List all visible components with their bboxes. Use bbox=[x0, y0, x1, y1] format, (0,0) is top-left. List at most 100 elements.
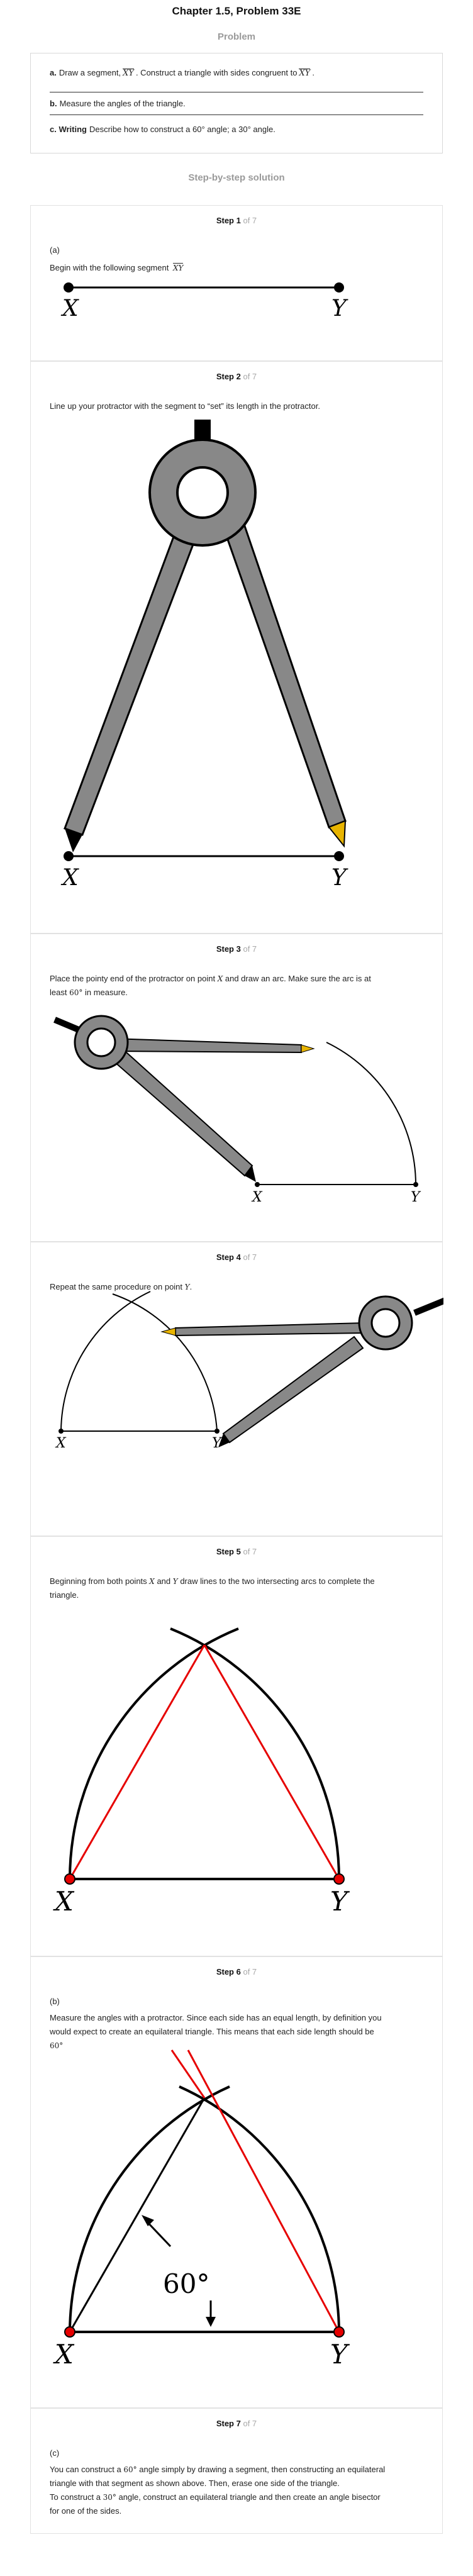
point-y-label: Y bbox=[331, 296, 348, 321]
step-number: Step 3 bbox=[216, 944, 241, 954]
step-text-1: Beginning from both points bbox=[50, 1576, 147, 1586]
angle-value: 60° bbox=[69, 988, 83, 997]
point-ref-y: Y bbox=[172, 1577, 178, 1586]
part-b-text: Measure the angles of the triangle. bbox=[59, 99, 186, 108]
problem-heading: Problem bbox=[217, 31, 255, 42]
part-b-label: b. bbox=[50, 99, 57, 108]
step-text: Measure the angles with a protractor. Si… bbox=[50, 2011, 427, 2053]
step-number: Step 4 bbox=[216, 1252, 241, 1262]
page-title: Chapter 1.5, Problem 33E bbox=[172, 5, 301, 17]
step-6: Step 6 of 7 (b) Measure the angles with … bbox=[30, 1956, 443, 2408]
step-7: Step 7 of 7 (c) You can construct a 60° … bbox=[30, 2408, 443, 2534]
compass-figure: X Y bbox=[60, 420, 348, 891]
point-ref: X bbox=[217, 974, 223, 983]
point-y-label: Y bbox=[330, 1886, 350, 1917]
angle-60: 60° bbox=[123, 2465, 137, 2474]
step-header: Step 7 of 7 bbox=[31, 2419, 442, 2428]
step-text-main: Begin with the following segment bbox=[50, 263, 169, 272]
step-1: Step 1 of 7 (a) Begin with the following… bbox=[30, 205, 443, 361]
step-total: of 7 bbox=[243, 2419, 257, 2428]
segment-xy: XY bbox=[172, 263, 184, 272]
point-y-label: Y bbox=[212, 1436, 223, 1451]
point-y-label: Y bbox=[411, 1190, 421, 1205]
step-text-1: Place the pointy end of the protractor o… bbox=[50, 974, 216, 983]
point-ref: Y bbox=[184, 1283, 190, 1291]
step-text-1: Measure the angles with a protractor. Si… bbox=[50, 2013, 382, 2022]
angle-30: 30° bbox=[103, 2493, 116, 2502]
step-text-2: and bbox=[157, 1576, 171, 1586]
step-text-4: triangle. bbox=[50, 1590, 79, 1600]
triangle-figure: X Y bbox=[53, 1627, 350, 1917]
step-header: Step 3 of 7 bbox=[31, 944, 442, 954]
angle-label: 60° bbox=[163, 2268, 209, 2299]
point-x-label: X bbox=[53, 1886, 75, 1917]
step-total: of 7 bbox=[243, 1252, 257, 1262]
arc-x-figure: X Y bbox=[53, 1015, 421, 1205]
problem-part-c: c. Writing Describe how to construct a 6… bbox=[50, 115, 423, 143]
step-text-2: triangle with that segment as shown abov… bbox=[50, 2478, 340, 2488]
step-text: Beginning from both points X and Y draw … bbox=[50, 1575, 427, 1602]
step-text: Place the pointy end of the protractor o… bbox=[50, 972, 427, 1000]
step-text-3a: To construct a bbox=[50, 2492, 101, 2502]
part-c-text: Describe how to construct a 60° angle; a… bbox=[89, 124, 275, 134]
step-text-2: would expect to create an equilateral tr… bbox=[50, 2027, 374, 2036]
step-number: Step 5 bbox=[216, 1547, 241, 1556]
step-text-2: . bbox=[189, 1282, 192, 1291]
point-x-label: X bbox=[55, 1436, 67, 1451]
step-text: Line up your protractor with the segment… bbox=[50, 401, 320, 411]
step-3: Step 3 of 7 Place the pointy end of the … bbox=[30, 934, 443, 1242]
step-text-3: least bbox=[50, 988, 67, 997]
solution-heading: Step-by-step solution bbox=[188, 172, 285, 183]
step-header: Step 1 of 7 bbox=[31, 216, 442, 225]
part-label: (a) bbox=[50, 245, 60, 255]
step-5: Step 5 of 7 Beginning from both points X… bbox=[30, 1536, 443, 1956]
problem-box: a. Draw a segment, XY . Construct a tria… bbox=[30, 53, 443, 153]
step-text-1: Repeat the same procedure on point bbox=[50, 1282, 183, 1291]
step-total: of 7 bbox=[243, 1547, 257, 1556]
point-y-label: Y bbox=[331, 865, 348, 891]
step-text: You can construct a 60° angle simply by … bbox=[50, 2463, 427, 2518]
part-a-label: a. bbox=[50, 68, 57, 77]
step-text-4: in measure. bbox=[85, 988, 128, 997]
step-text-1b: angle simply by drawing a segment, then … bbox=[139, 2465, 386, 2474]
step-number: Step 1 bbox=[216, 216, 241, 225]
problem-part-a: a. Draw a segment, XY . Construct a tria… bbox=[50, 53, 423, 92]
step-2: Step 2 of 7 Line up your protractor with… bbox=[30, 361, 443, 934]
step-header: Step 4 of 7 bbox=[31, 1252, 442, 1262]
step-header: Step 6 of 7 bbox=[31, 1967, 442, 1977]
point-x-label: X bbox=[53, 2339, 75, 2370]
part-a-text1: Draw a segment, bbox=[58, 68, 121, 77]
angle-value: 60° bbox=[50, 2041, 64, 2050]
step-header: Step 2 of 7 bbox=[31, 372, 442, 381]
part-label: (c) bbox=[50, 2448, 60, 2458]
step-number: Step 2 bbox=[216, 372, 241, 381]
step-text-2: and draw an arc. Make sure the arc is at bbox=[225, 974, 371, 983]
segment-xy: XY bbox=[299, 68, 311, 78]
step-total: of 7 bbox=[243, 372, 257, 381]
part-c-label: c. Writing bbox=[50, 124, 87, 134]
step-text-1a: You can construct a bbox=[50, 2465, 121, 2474]
point-x-label: X bbox=[251, 1190, 263, 1205]
segment-xy: XY bbox=[123, 68, 134, 78]
step-number: Step 6 bbox=[216, 1967, 241, 1977]
step-total: of 7 bbox=[243, 944, 257, 954]
problem-part-b: b. Measure the angles of the triangle. bbox=[50, 92, 423, 115]
step-text-3b: angle, construct an equilateral triangle… bbox=[118, 2492, 381, 2502]
point-ref-x: X bbox=[149, 1577, 155, 1586]
step-text-3: draw lines to the two intersecting arcs … bbox=[180, 1576, 375, 1586]
point-y-label: Y bbox=[330, 2339, 350, 2370]
part-a-text3: . bbox=[312, 68, 314, 77]
part-a-text2: . Construct a triangle with sides congru… bbox=[135, 68, 298, 77]
step-number: Step 7 bbox=[216, 2419, 241, 2428]
step-total: of 7 bbox=[243, 216, 257, 225]
angle-measure-figure: 60° X Y bbox=[53, 2049, 350, 2370]
segment-figure: X Y bbox=[60, 282, 348, 321]
point-x-label: X bbox=[60, 865, 79, 891]
step-text: Begin with the following segment XY bbox=[50, 261, 427, 275]
step-total: of 7 bbox=[243, 1967, 257, 1977]
part-label: (b) bbox=[50, 1997, 60, 2006]
step-text: Repeat the same procedure on point Y. bbox=[50, 1280, 427, 1294]
arc-y-figure: X Y bbox=[55, 1291, 443, 1451]
step-text-4: for one of the sides. bbox=[50, 2506, 122, 2516]
step-header: Step 5 of 7 bbox=[31, 1547, 442, 1556]
